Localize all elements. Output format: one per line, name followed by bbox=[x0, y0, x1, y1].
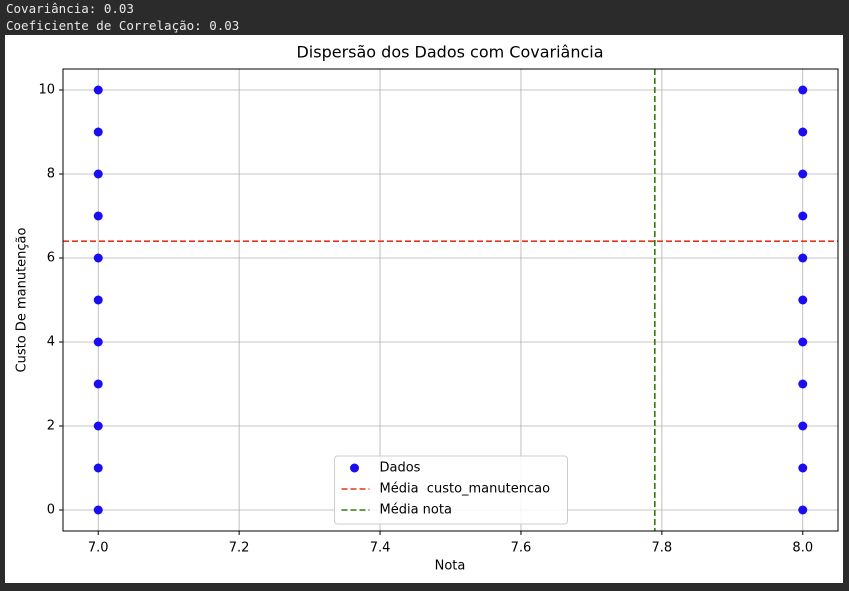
point bbox=[93, 253, 103, 263]
y-tick-label: 10 bbox=[38, 83, 55, 98]
point bbox=[93, 421, 103, 431]
x-tick-label: 7.0 bbox=[88, 541, 109, 556]
y-axis-label: Custo De manutenção bbox=[15, 227, 30, 372]
output-line: Covariância: 0.03 bbox=[6, 1, 134, 16]
point bbox=[93, 127, 103, 137]
x-axis-label: Nota bbox=[435, 559, 466, 574]
y-tick-label: 6 bbox=[47, 251, 55, 266]
point bbox=[93, 85, 103, 95]
point bbox=[798, 85, 808, 95]
point bbox=[798, 505, 808, 515]
output-line: Coeficiente de Correlação: 0.03 bbox=[6, 18, 240, 33]
plot-frame bbox=[62, 68, 839, 532]
point bbox=[798, 295, 808, 305]
point bbox=[798, 463, 808, 473]
x-tick-label: 8.0 bbox=[792, 541, 813, 556]
point bbox=[93, 169, 103, 179]
point bbox=[93, 463, 103, 473]
point bbox=[798, 253, 808, 263]
legend-marker bbox=[350, 463, 359, 473]
point bbox=[798, 421, 808, 431]
point bbox=[798, 337, 808, 347]
y-tick-label: 8 bbox=[47, 167, 55, 182]
chart-title: Dispersão dos Dados com Covariância bbox=[296, 43, 603, 62]
x-tick-label: 7.2 bbox=[229, 541, 250, 556]
x-tick-label: 7.4 bbox=[370, 541, 391, 556]
legend-label: Dados bbox=[380, 461, 421, 476]
point bbox=[798, 169, 808, 179]
y-tick-label: 4 bbox=[47, 335, 55, 350]
x-tick-label: 7.8 bbox=[652, 541, 673, 556]
legend-label: Média nota bbox=[380, 503, 452, 518]
point bbox=[93, 337, 103, 347]
point bbox=[93, 505, 103, 515]
x-tick-label: 7.6 bbox=[511, 541, 532, 556]
point bbox=[93, 379, 103, 389]
y-tick-label: 2 bbox=[47, 419, 55, 434]
point bbox=[93, 211, 103, 221]
y-tick-label: 0 bbox=[47, 503, 55, 518]
point bbox=[93, 295, 103, 305]
point bbox=[798, 379, 808, 389]
point bbox=[798, 211, 808, 221]
legend-label: Média custo_manutencao bbox=[380, 482, 551, 497]
legend-box bbox=[334, 455, 568, 525]
point bbox=[798, 127, 808, 137]
